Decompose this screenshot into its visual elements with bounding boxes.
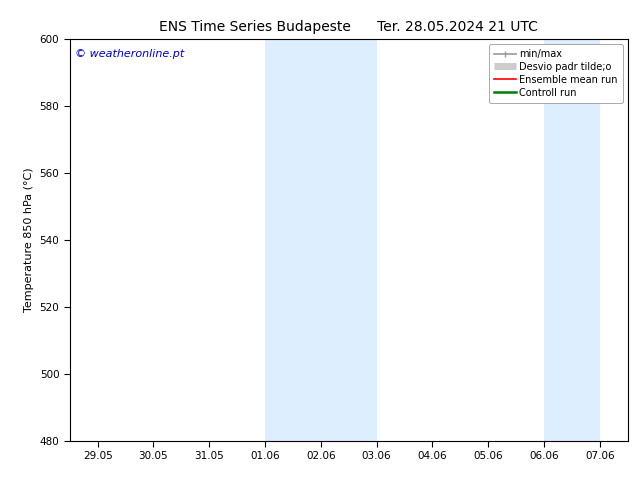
Title: ENS Time Series Budapeste      Ter. 28.05.2024 21 UTC: ENS Time Series Budapeste Ter. 28.05.202… bbox=[159, 20, 538, 34]
Bar bbox=[544, 39, 600, 441]
Legend: min/max, Desvio padr tilde;o, Ensemble mean run, Controll run: min/max, Desvio padr tilde;o, Ensemble m… bbox=[489, 44, 623, 102]
Y-axis label: Temperature 850 hPa (°C): Temperature 850 hPa (°C) bbox=[24, 168, 34, 313]
Text: © weatheronline.pt: © weatheronline.pt bbox=[75, 49, 184, 59]
Bar bbox=[265, 39, 377, 441]
